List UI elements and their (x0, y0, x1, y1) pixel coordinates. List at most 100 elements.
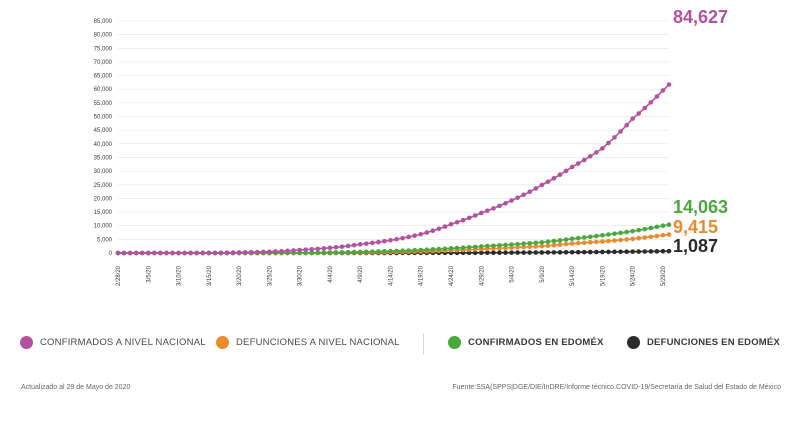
data-point (345, 249, 351, 255)
end-value-label: 1,087 (673, 236, 718, 256)
data-point (200, 250, 206, 256)
y-tick-label: 55,000 (94, 101, 113, 107)
legend-label: DEFUNCIONES A NIVEL NACIONAL (236, 337, 400, 348)
x-tick-label: 4/4/20 (328, 265, 334, 282)
data-point (557, 242, 563, 247)
data-point (551, 176, 557, 181)
data-point (460, 245, 466, 250)
data-point (587, 234, 593, 240)
data-point (654, 233, 660, 239)
data-point (600, 146, 605, 151)
data-point (587, 249, 593, 255)
data-point (636, 249, 642, 254)
data-point (212, 250, 218, 256)
data-point (424, 247, 430, 253)
data-point (630, 228, 635, 234)
data-point (472, 213, 478, 218)
data-point (618, 237, 623, 243)
data-point (648, 234, 654, 240)
y-tick-label: 75,000 (94, 46, 113, 52)
data-point (618, 129, 623, 134)
data-point (145, 250, 151, 256)
data-point (448, 246, 454, 251)
series-group (115, 82, 672, 256)
data-point (587, 153, 593, 159)
x-tick-label: 4/14/20 (388, 265, 394, 286)
data-point (533, 186, 539, 191)
data-point (327, 245, 333, 251)
data-point (654, 249, 660, 254)
data-point (430, 247, 436, 252)
data-point (466, 215, 472, 221)
data-point (309, 246, 315, 252)
y-tick-label: 20,000 (94, 196, 113, 202)
data-point (315, 246, 321, 252)
data-point (430, 228, 436, 234)
data-point (612, 249, 617, 255)
data-point (569, 164, 575, 170)
data-point (594, 249, 599, 255)
data-point (551, 242, 557, 248)
data-point (273, 249, 278, 254)
data-point (382, 248, 387, 254)
data-point (479, 250, 484, 256)
data-point (315, 250, 321, 255)
legend-label: CONFIRMADOS A NIVEL NACIONAL (40, 337, 206, 348)
data-point (557, 172, 563, 177)
data-point (321, 246, 327, 251)
series-0 (115, 82, 672, 256)
y-tick-label: 60,000 (94, 87, 113, 93)
data-point (618, 249, 623, 255)
data-point (285, 248, 290, 254)
y-tick-label: 80,000 (94, 33, 113, 39)
data-point (182, 250, 187, 256)
data-point (575, 240, 581, 246)
data-point (563, 249, 569, 255)
data-point (624, 122, 629, 128)
data-point (636, 111, 642, 116)
series-line (118, 223, 670, 254)
x-tick-label: 5/4/20 (510, 265, 516, 282)
data-point (503, 200, 508, 206)
data-point (472, 244, 478, 250)
data-point (642, 226, 648, 232)
data-point (454, 219, 460, 225)
legend-divider (423, 334, 424, 354)
data-point (472, 250, 478, 256)
x-tick-label: 5/24/20 (631, 265, 637, 286)
data-point (575, 235, 581, 241)
y-tick-label: 45,000 (94, 128, 113, 134)
x-tick-label: 4/24/20 (449, 265, 455, 286)
data-point (218, 250, 224, 256)
data-point (642, 249, 648, 254)
data-point (376, 239, 381, 245)
data-point (557, 238, 563, 243)
data-point (515, 250, 520, 255)
data-point (164, 250, 169, 256)
data-point (394, 236, 399, 242)
data-point (333, 244, 339, 250)
data-point (612, 238, 617, 243)
data-point (521, 250, 526, 255)
data-point (491, 206, 496, 211)
data-point (321, 250, 327, 255)
data-point (515, 245, 520, 250)
data-point (581, 240, 587, 246)
data-point (236, 250, 242, 255)
data-point (545, 243, 551, 248)
data-point (242, 250, 248, 255)
data-point (545, 179, 551, 185)
data-point (660, 248, 666, 254)
data-point (436, 246, 442, 252)
data-point (394, 248, 399, 254)
data-point (503, 242, 508, 248)
data-point (666, 232, 672, 237)
data-point (581, 235, 587, 240)
legend-dot-icon (216, 336, 229, 349)
data-point (642, 235, 648, 240)
legend: CONFIRMADOS A NIVEL NACIONAL DEFUNCIONES… (0, 334, 795, 354)
data-point (442, 224, 448, 229)
data-point (575, 161, 581, 166)
data-point (479, 244, 484, 249)
y-tick-label: 40,000 (94, 142, 113, 148)
